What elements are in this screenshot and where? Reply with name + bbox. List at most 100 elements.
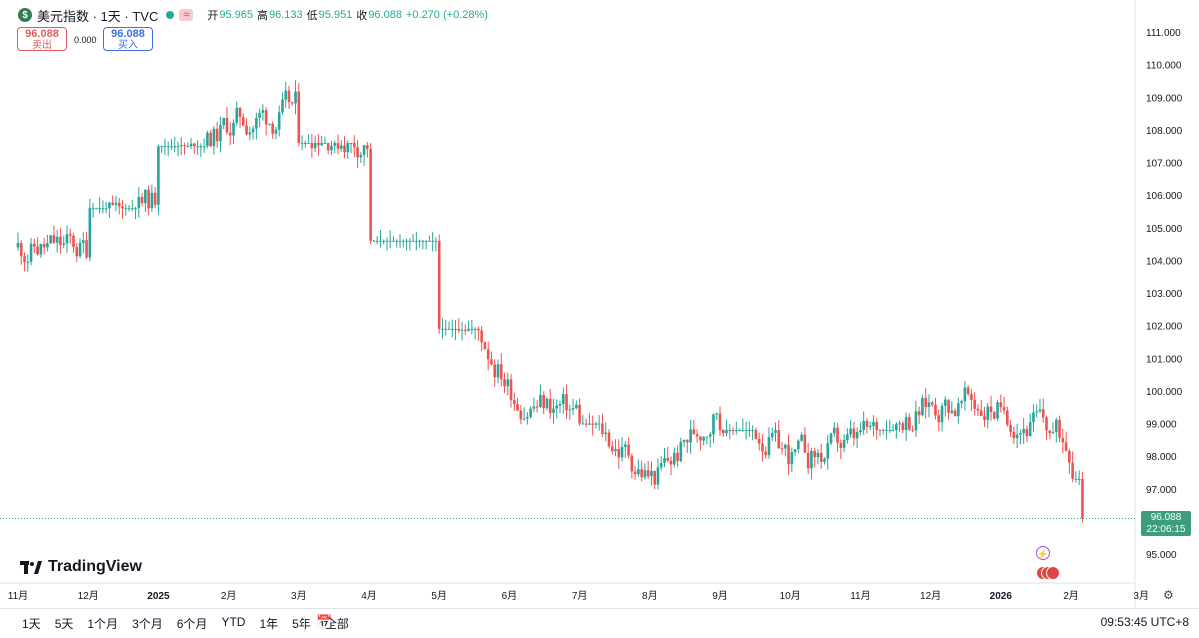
candle-body (473, 328, 477, 330)
candle-body (604, 432, 608, 434)
candle-body (1019, 433, 1022, 435)
sell-button[interactable]: 96.088 卖出 (17, 27, 67, 51)
y-tick-label: 95.000 (1146, 550, 1177, 561)
timeframe-5d[interactable]: 5天 (54, 617, 74, 631)
candle-body (464, 329, 467, 331)
timeframe-1y[interactable]: 1年 (259, 617, 279, 631)
candle-body (277, 112, 281, 130)
candle-body (359, 154, 363, 158)
timeframe-1m[interactable]: 1个月 (87, 617, 119, 631)
candle-body (793, 449, 797, 453)
candle-body (930, 402, 934, 405)
clock[interactable]: 09:53:45 UTC+8 (1100, 615, 1189, 629)
candle-body (388, 240, 392, 242)
candle-body (859, 430, 862, 432)
timeframe-1d[interactable]: 1天 (22, 617, 41, 631)
candle-body (333, 142, 337, 146)
candle-body (1055, 419, 1058, 432)
candle-body (255, 117, 258, 129)
candle-body (59, 236, 62, 245)
buy-button[interactable]: 96.088 买入 (103, 27, 153, 51)
candle-body (304, 142, 307, 144)
candle-body (424, 240, 428, 242)
candle-body (529, 408, 532, 418)
candle-body (385, 240, 389, 242)
candle-body (646, 470, 650, 477)
x-tick-label: 8月 (642, 590, 658, 602)
candle-body (95, 208, 98, 210)
timeframe-3m[interactable]: 3个月 (132, 617, 163, 631)
price-chart[interactable]: 95.000 97.000 98.000 99.000 100.000 101.000 10… (0, 0, 1199, 608)
candle-body (934, 404, 937, 416)
candle-body (881, 429, 885, 431)
candle-body (19, 242, 23, 257)
timeframe-5y[interactable]: 5年 (292, 617, 311, 631)
timeframe-6m[interactable]: 6个月 (176, 617, 208, 631)
candle-body (235, 107, 239, 123)
candle-body (26, 261, 30, 263)
candle-body (757, 438, 761, 444)
candle-body (88, 208, 92, 258)
candle-body (953, 410, 957, 417)
candle-body (140, 196, 144, 204)
candle-body (157, 146, 160, 205)
lightning-icon[interactable]: ⚡ (1036, 546, 1050, 560)
x-tick-label: 3月 (1133, 590, 1149, 602)
tradingview-logo[interactable]: TradingView (20, 558, 142, 576)
candle-body (127, 208, 131, 210)
wave-icon[interactable]: ≈ (179, 9, 194, 21)
candle-body (29, 243, 33, 262)
candle-body (512, 400, 516, 405)
candle-body (1041, 409, 1045, 418)
candle-body (852, 428, 856, 439)
candle-body (379, 240, 382, 242)
candle-body (480, 330, 483, 343)
candle-body (117, 202, 121, 207)
candle-body (868, 426, 872, 428)
high-value: 96.133 (269, 9, 303, 21)
candle-body (601, 423, 604, 434)
timeframe-ytd[interactable]: YTD (221, 615, 246, 629)
candle-body (686, 439, 689, 443)
candle-body (970, 394, 973, 400)
candle-body (470, 328, 474, 330)
symbol-title[interactable]: 美元指数 · 1天 · TVC (37, 8, 159, 24)
gear-icon[interactable]: ⚙ (1163, 588, 1174, 602)
candle-body (672, 452, 676, 465)
candle-body (421, 240, 425, 242)
candle-body (552, 408, 555, 413)
candle-body (898, 423, 901, 425)
candle-body (320, 142, 323, 146)
candle-body (731, 430, 735, 432)
candle-body (405, 240, 408, 242)
last-price-value: 96.088 (1150, 512, 1182, 523)
candle-body (826, 443, 830, 459)
candle-body (382, 240, 385, 242)
candle-body (496, 364, 500, 378)
last-price-label: 96.088 22:06:15 (1141, 511, 1191, 536)
candle-body (147, 189, 150, 209)
candle-body (989, 406, 993, 413)
candle-body (986, 406, 990, 420)
us-flag-icon[interactable] (1046, 566, 1060, 580)
candle-body (264, 110, 268, 125)
candle-body (738, 430, 741, 432)
candle-body (787, 444, 790, 465)
candle-body (770, 432, 774, 438)
candle-body (313, 142, 317, 149)
candle-body (189, 143, 193, 147)
candle-body (558, 404, 562, 406)
candles-series (16, 80, 1084, 523)
candle-body (725, 430, 728, 434)
timeframe-buttons: 1天 5天 1个月 3个月 6个月 YTD 1年 5年 全部 (22, 615, 349, 632)
calendar-range-icon[interactable]: 📅 (316, 614, 333, 629)
timeframe-all[interactable]: 全部 (324, 617, 349, 631)
candle-body (212, 128, 216, 147)
candle-body (1081, 478, 1084, 519)
x-tick-label: 10月 (780, 590, 801, 602)
candle-body (450, 328, 454, 330)
candle-body (444, 328, 448, 330)
candle-body (777, 430, 781, 449)
candle-body (1002, 407, 1006, 411)
toolbar-divider (304, 615, 305, 631)
